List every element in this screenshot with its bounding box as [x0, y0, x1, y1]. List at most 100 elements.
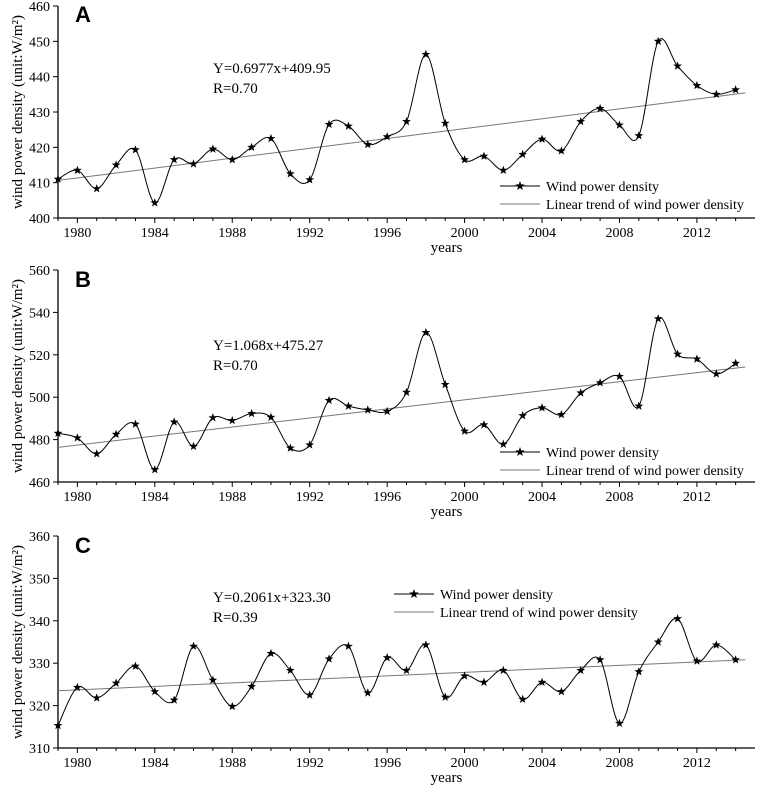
legend: Wind power density Linear trend of wind p… — [500, 180, 744, 213]
data-point-star — [653, 314, 663, 323]
data-point-star — [460, 155, 469, 164]
data-point-star — [557, 687, 566, 696]
x-tick-label: 2000 — [451, 490, 479, 505]
data-point-star — [731, 655, 741, 664]
data-point-star — [576, 665, 586, 675]
x-tick-label: 1992 — [296, 226, 324, 241]
x-tick-label: 2000 — [451, 226, 479, 241]
y-axis-title: wind power density (unit:W/m²) — [10, 15, 26, 209]
data-point-star — [634, 131, 644, 140]
panel-letter: B — [75, 267, 91, 292]
data-point-star — [460, 426, 469, 435]
data-point-star — [711, 369, 721, 378]
data-point-star — [72, 165, 82, 175]
x-tick-label: 1996 — [373, 490, 401, 505]
data-point-star — [479, 420, 489, 429]
data-point-star — [557, 146, 566, 155]
data-point-star — [227, 155, 237, 164]
data-point-star — [285, 665, 295, 675]
x-tick-label: 2012 — [683, 490, 711, 505]
data-point-star — [537, 677, 547, 686]
correlation-r: R=0.70 — [213, 358, 258, 374]
x-tick-label: 1988 — [218, 490, 246, 505]
x-tick-label: 1988 — [218, 756, 246, 771]
x-tick-label: 1980 — [63, 756, 91, 771]
y-axis-title: wind power density (unit:W/m²) — [10, 545, 26, 739]
x-tick-label: 2008 — [605, 490, 633, 505]
panel-b: 460 480 500 520 540 560 1980 1984 1988 1992 1996 20… — [10, 264, 755, 520]
data-point-star — [595, 655, 605, 664]
data-point-star — [421, 49, 431, 59]
x-tick-label: 1984 — [141, 756, 169, 771]
x-tick-label: 2000 — [451, 756, 479, 771]
data-point-star — [363, 688, 373, 697]
data-point-star — [227, 701, 237, 711]
x-tick-label: 1992 — [296, 490, 324, 505]
y-tick-label: 310 — [29, 742, 50, 757]
data-point-star — [208, 144, 218, 153]
x-axis-title: years — [431, 504, 463, 520]
x-tick-label: 1980 — [63, 226, 91, 241]
data-point-star — [402, 387, 411, 397]
data-point-star — [421, 327, 431, 337]
data-point-star — [92, 449, 102, 458]
panel-c: 310 320 330 340 350 360 1980 1984 1988 1992 1996 20… — [10, 530, 755, 786]
data-point-star — [518, 411, 528, 420]
data-point-star — [344, 641, 353, 650]
data-point-star — [731, 358, 741, 367]
correlation-r: R=0.39 — [213, 610, 258, 626]
y-tick-label: 340 — [29, 615, 50, 630]
data-point-star — [247, 681, 256, 691]
data-point-star — [169, 417, 179, 426]
data-point-star — [595, 103, 605, 113]
data-point-star — [479, 151, 489, 160]
panel-a: 400 410 420 430 440 450 460 1980 1984 1988 1992 199… — [10, 0, 755, 256]
x-axis-title: years — [431, 240, 463, 256]
data-point-star — [595, 378, 605, 387]
data-point-star — [53, 174, 63, 183]
data-point-star — [692, 656, 702, 665]
x-tick-label: 1984 — [141, 226, 169, 241]
data-point-star — [731, 85, 741, 94]
data-point-star — [285, 169, 295, 178]
data-point-star — [440, 118, 450, 128]
data-point-star — [653, 637, 663, 646]
data-point-star — [227, 415, 237, 425]
x-axis-title: years — [431, 770, 463, 786]
data-point-star — [440, 692, 450, 701]
y-tick-label: 460 — [29, 476, 50, 491]
data-point-star — [344, 121, 353, 130]
y-tick-label: 350 — [29, 572, 50, 587]
y-tick-label: 320 — [29, 700, 50, 715]
data-point-star — [305, 690, 315, 699]
trend-equation: Y=1.068x+475.27 — [213, 338, 324, 354]
data-point-star — [53, 720, 63, 730]
data-point-star — [324, 395, 334, 405]
data-point-star — [266, 412, 276, 422]
legend-label-series: Wind power density — [546, 180, 659, 195]
data-point-star — [324, 654, 334, 663]
series-line — [57, 38, 736, 204]
x-tick-label: 1988 — [218, 226, 246, 241]
data-point-star — [189, 441, 198, 451]
x-tick-label: 2004 — [528, 226, 556, 241]
data-point-star — [111, 429, 121, 439]
data-point-star — [169, 155, 179, 164]
legend-star-icon — [515, 181, 525, 191]
legend: Wind power density Linear trend of wind p… — [500, 446, 744, 479]
x-tick-label: 1996 — [373, 226, 401, 241]
data-point-star — [150, 465, 160, 474]
y-tick-label: 460 — [29, 0, 50, 15]
legend-label-trend: Linear trend of wind power density — [440, 606, 638, 621]
trend-line — [57, 659, 746, 692]
trend-equation: Y=0.6977x+409.95 — [213, 61, 331, 77]
x-tick-label: 1996 — [373, 756, 401, 771]
data-point-star — [460, 671, 469, 680]
data-point-star — [711, 640, 721, 649]
data-point-star — [402, 116, 411, 126]
trend-line — [57, 92, 746, 181]
y-tick-label: 420 — [29, 141, 50, 156]
data-point-star — [615, 718, 624, 728]
data-point-star — [479, 677, 489, 686]
data-point-star — [518, 149, 528, 159]
